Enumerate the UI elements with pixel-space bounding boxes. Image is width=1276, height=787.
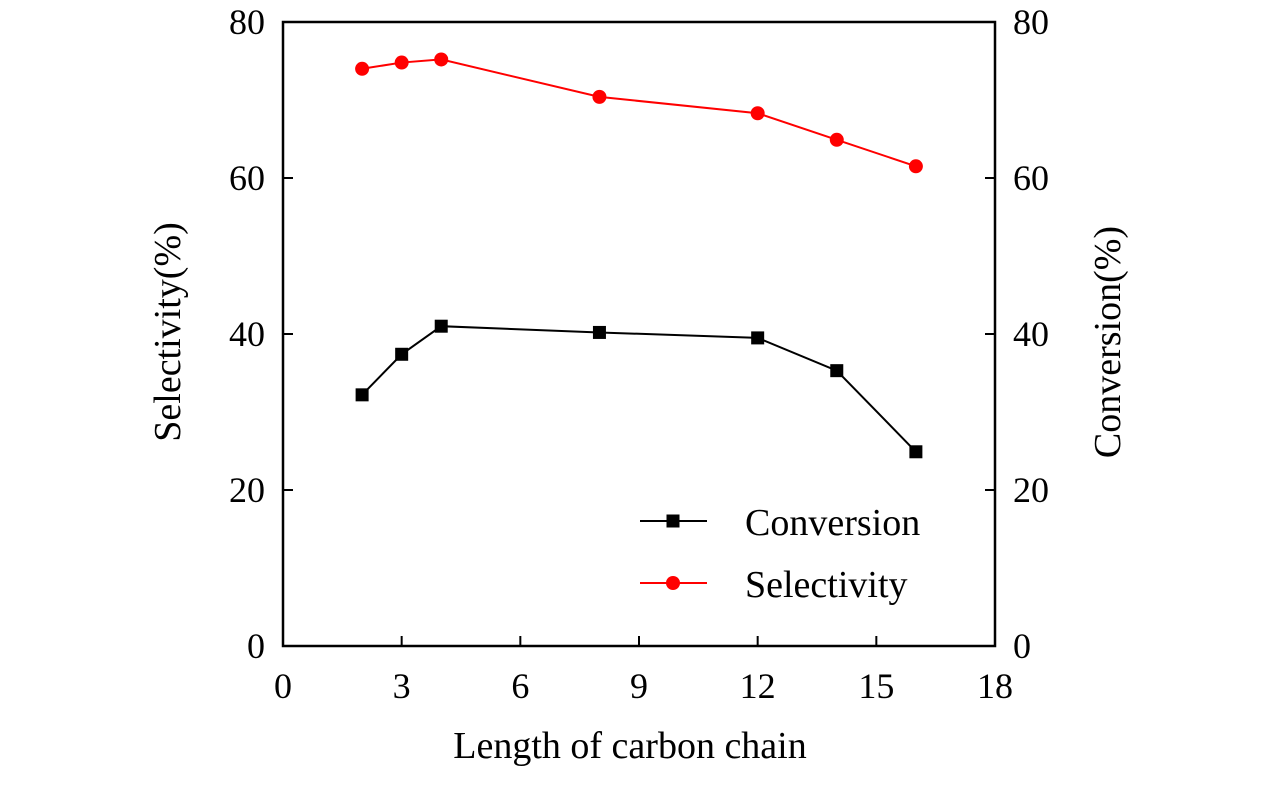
x-tick-label: 9 <box>630 666 648 706</box>
data-point-conversion <box>751 331 765 345</box>
x-tick-label: 0 <box>274 666 292 706</box>
y-tick-label-right: 60 <box>1013 158 1049 198</box>
y-tick-label-left: 20 <box>229 470 265 510</box>
x-tick-label: 3 <box>393 666 411 706</box>
y-tick-label-left: 0 <box>247 626 265 666</box>
data-point-selectivity <box>908 159 923 174</box>
series-layer <box>355 52 923 459</box>
legend-marker-selectivity <box>666 576 680 590</box>
legend-label-conversion: Conversion <box>745 502 920 544</box>
x-tick-label: 15 <box>858 666 894 706</box>
legend: Conversion Selectivity <box>640 502 920 606</box>
data-point-conversion <box>395 347 409 361</box>
x-tick-label: 6 <box>511 666 529 706</box>
series-line-conversion <box>361 325 917 453</box>
data-point-selectivity <box>355 61 370 76</box>
y-axis-title-right: Conversion(%) <box>1087 226 1129 458</box>
data-point-conversion <box>355 388 369 402</box>
x-axis-title: Length of carbon chain <box>453 725 806 767</box>
x-tick-label: 18 <box>977 666 1013 706</box>
data-point-selectivity <box>750 106 765 121</box>
y-tick-label-left: 80 <box>229 2 265 42</box>
series-line-selectivity <box>361 58 917 168</box>
y-tick-label-right: 80 <box>1013 2 1049 42</box>
data-point-conversion <box>830 364 844 378</box>
y-tick-label-left: 40 <box>229 314 265 354</box>
y-tick-label-left: 60 <box>229 158 265 198</box>
data-point-selectivity <box>592 89 607 104</box>
data-point-selectivity <box>434 52 449 67</box>
legend-label-selectivity: Selectivity <box>745 564 908 606</box>
data-point-conversion <box>909 445 923 459</box>
data-point-conversion <box>434 319 448 333</box>
y-axis-title-left: Selectivity(%) <box>147 222 189 441</box>
data-point-selectivity <box>829 132 844 147</box>
y-tick-label-right: 0 <box>1013 626 1031 666</box>
y-tick-label-right: 40 <box>1013 314 1049 354</box>
legend-marker-conversion <box>666 514 680 528</box>
data-point-conversion <box>592 325 606 339</box>
y-tick-label-right: 20 <box>1013 470 1049 510</box>
x-tick-label: 12 <box>740 666 776 706</box>
data-point-selectivity <box>394 55 409 70</box>
